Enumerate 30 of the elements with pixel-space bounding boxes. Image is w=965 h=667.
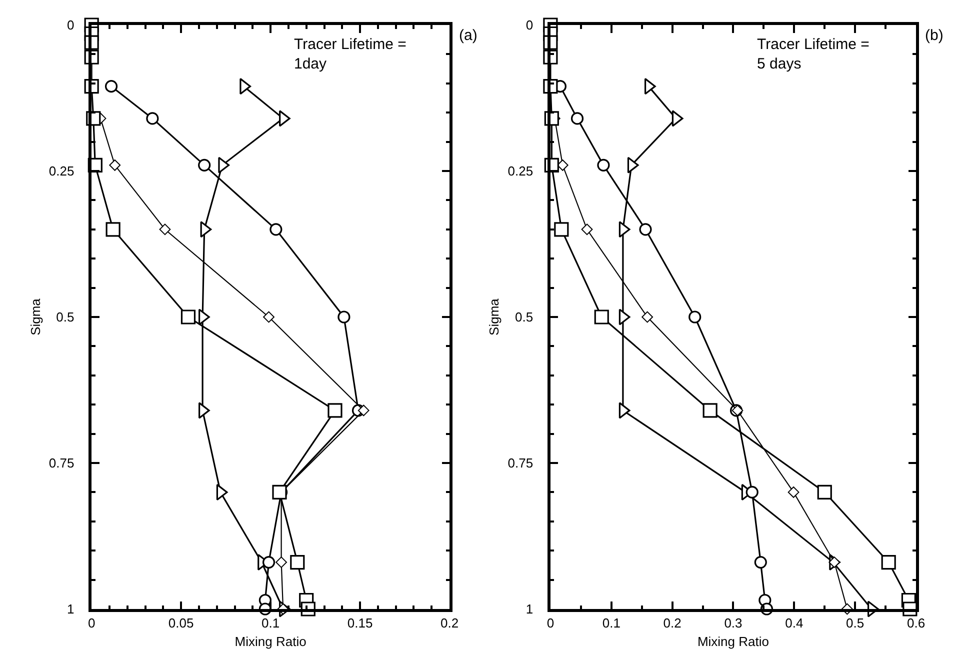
x-tick-label: 0.3 — [724, 615, 742, 630]
x-axis-title: Mixing Ratio — [234, 634, 306, 649]
x-tick-label: 0.4 — [785, 615, 804, 630]
y-tick-label: 0.25 — [508, 164, 534, 179]
x-tick-label: 0.6 — [906, 615, 926, 630]
y-tick-label: 0.5 — [515, 310, 534, 325]
text: (a) — [459, 27, 478, 44]
text: (b) — [925, 27, 944, 44]
y-tick-label: 0.75 — [508, 456, 534, 471]
x-tick-label: 0.15 — [347, 615, 373, 630]
x-tick-label: 0.1 — [262, 615, 280, 630]
x-tick-label: 0 — [546, 615, 554, 630]
y-tick-label: 0.5 — [56, 310, 74, 325]
y-tick-label: 0.25 — [48, 164, 74, 179]
y-tick-label: 0 — [526, 18, 534, 33]
y-tick-label: 1 — [67, 602, 74, 617]
x-tick-label: 0 — [88, 615, 96, 630]
y-axis-title: Sigma — [28, 298, 43, 336]
annotation: Tracer Lifetime = 1day — [294, 36, 407, 72]
x-tick-label: 0.5 — [846, 615, 864, 630]
x-axis-title: Mixing Ratio — [697, 634, 769, 649]
y-tick-label: 0.75 — [48, 456, 74, 471]
annotation: Tracer Lifetime = 5 days — [757, 36, 870, 72]
x-tick-label: 0.2 — [440, 615, 459, 630]
y-tick-label: 1 — [526, 602, 534, 617]
x-tick-label: 0.05 — [168, 615, 194, 630]
y-axis-title: Sigma — [486, 298, 502, 336]
x-tick-label: 0.2 — [663, 615, 682, 630]
y-tick-label: 0 — [67, 18, 74, 33]
x-tick-label: 0.1 — [602, 615, 620, 630]
